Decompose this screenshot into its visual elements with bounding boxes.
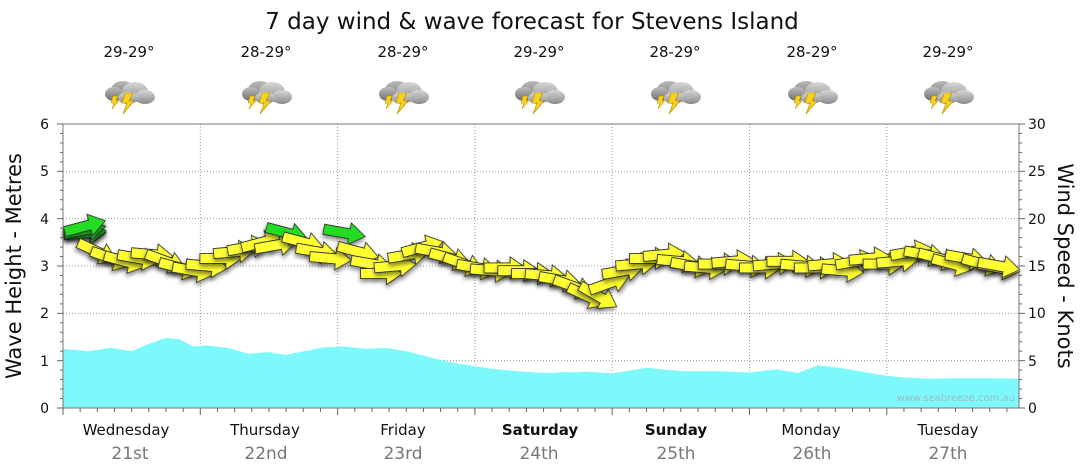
- day-temp: 28-29°: [649, 43, 700, 61]
- y-right-tick-label: 20: [1028, 212, 1046, 228]
- y-left-tick-label: 0: [40, 401, 49, 417]
- day-name: Wednesday: [83, 421, 170, 439]
- axis-ticks: [57, 123, 1025, 415]
- thunderstorm-icon: [514, 80, 566, 115]
- day-date: 21st: [111, 444, 148, 464]
- y-right-tick-label: 15: [1028, 259, 1046, 275]
- thunderstorm-icon: [650, 80, 702, 115]
- wind-arrow: [322, 222, 366, 246]
- thunderstorm-icon: [241, 80, 293, 115]
- wind-arrow: [62, 213, 107, 238]
- day-name: Sunday: [645, 421, 708, 439]
- left-tick-labels: 0 1 2 3 4 5 6: [40, 117, 49, 417]
- day-name: Monday: [781, 421, 840, 439]
- y-axis-right-label: Wind Speed - Knots: [1053, 163, 1077, 368]
- day-date: 27th: [928, 444, 967, 464]
- day-temp: 29-29°: [103, 43, 154, 61]
- thunderstorm-icon: [787, 80, 839, 115]
- day-date: 22nd: [244, 444, 287, 464]
- day-temp: 29-29°: [922, 43, 973, 61]
- day-labels: Wednesday Thursday Friday Saturday Sunda…: [83, 421, 979, 439]
- y-right-tick-label: 10: [1028, 306, 1046, 322]
- y-left-tick-label: 3: [40, 259, 49, 275]
- weather-icons: [104, 80, 975, 115]
- y-left-tick-label: 5: [40, 164, 49, 180]
- day-temp: 28-29°: [786, 43, 837, 61]
- y-axis-left-label: Wave Height - Metres: [2, 153, 26, 379]
- day-temp: 28-29°: [240, 43, 291, 61]
- day-date: 26th: [792, 444, 831, 464]
- thunderstorm-icon: [378, 80, 430, 115]
- day-name: Tuesday: [916, 421, 978, 439]
- day-name: Saturday: [502, 421, 579, 439]
- day-dates: 21st 22nd 23rd 24th 25th 26th 27th: [111, 444, 967, 464]
- y-right-tick-label: 25: [1028, 164, 1046, 180]
- watermark: www.seabreeze.com.au: [897, 393, 1015, 404]
- y-left-tick-label: 6: [40, 117, 49, 133]
- y-right-tick-label: 5: [1028, 354, 1037, 370]
- y-left-tick-label: 1: [40, 354, 49, 370]
- y-left-tick-label: 2: [40, 306, 49, 322]
- wind-arrows: [62, 213, 1021, 309]
- wind-arrow: [577, 280, 618, 309]
- y-right-tick-label: 0: [1028, 401, 1037, 417]
- day-date: 25th: [656, 444, 695, 464]
- day-name: Friday: [380, 421, 426, 439]
- thunderstorm-icon: [923, 80, 975, 115]
- day-temps: 29-29° 28-29° 28-29° 29-29° 28-29° 28-29…: [103, 43, 973, 61]
- y-right-tick-label: 30: [1028, 117, 1046, 133]
- wind-arrow: [976, 255, 1021, 279]
- thunderstorm-icon: [104, 80, 156, 115]
- day-temp: 28-29°: [377, 43, 428, 61]
- y-left-tick-label: 4: [40, 212, 49, 228]
- day-name: Thursday: [229, 421, 300, 439]
- right-tick-labels: 0 5 10 15 20 25 30: [1028, 117, 1046, 417]
- day-date: 24th: [519, 444, 558, 464]
- day-temp: 29-29°: [513, 43, 564, 61]
- day-date: 23rd: [383, 444, 422, 464]
- wind-arrow: [308, 246, 353, 271]
- chart-title: 7 day wind & wave forecast for Stevens I…: [265, 9, 799, 35]
- wave-height-area: [63, 337, 1019, 408]
